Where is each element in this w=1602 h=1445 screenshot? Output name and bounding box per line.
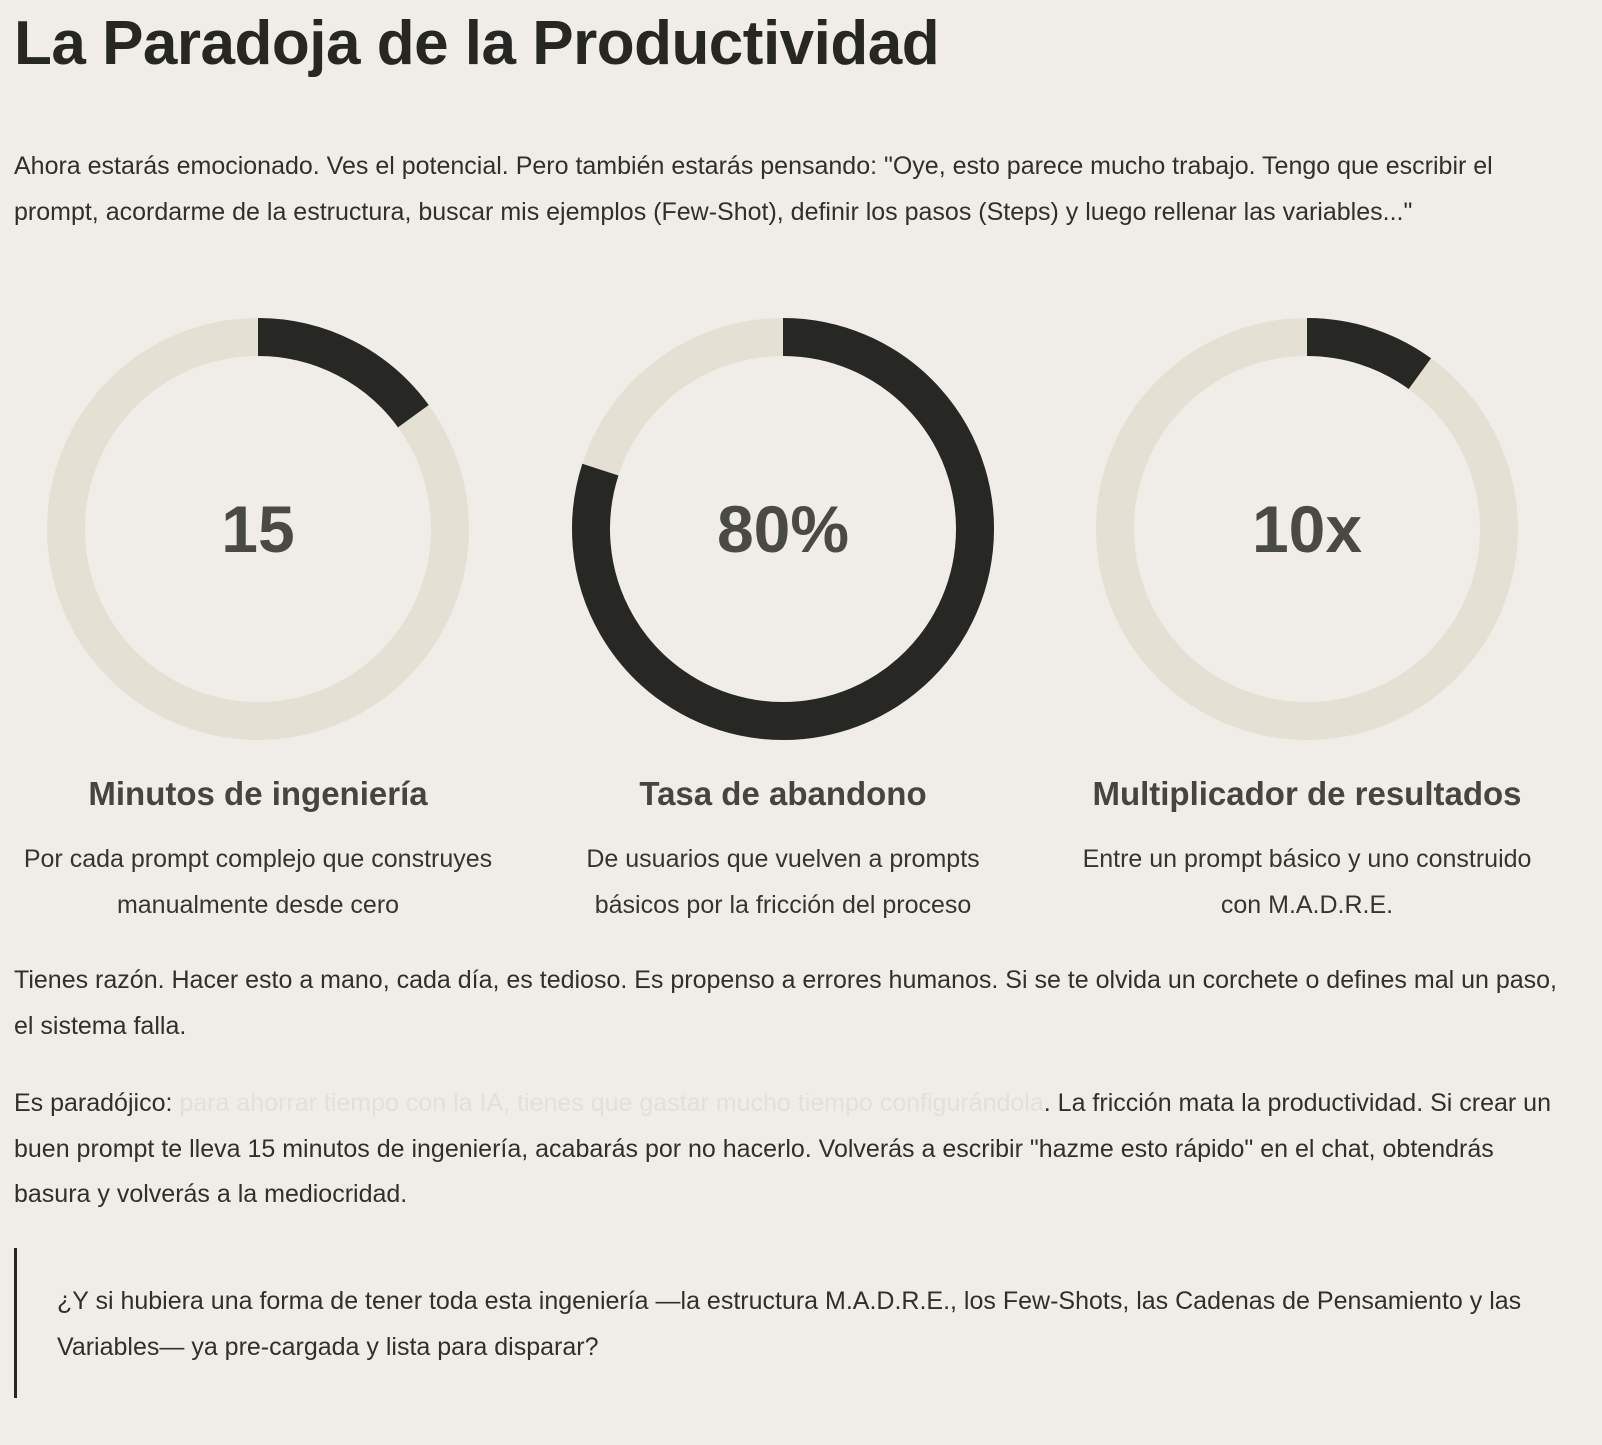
stat-desc: Por cada prompt complejo que construyes … [23,845,493,919]
stat-title: Tasa de abandono [639,775,927,812]
stat-desc: De usuarios que vuelven a prompts básico… [586,845,980,919]
stat-desc: Entre un prompt básico y uno construido … [1082,845,1532,919]
ring-arc [572,318,994,740]
stat-title: Multiplicador de resultados [1092,775,1522,812]
title: La Paradoja de la Productividad [14,9,940,78]
rings: 15 80% 10x [47,318,1518,740]
ring-arc [257,318,429,428]
paragraph: Es paradójico: para ahorrar tiempo con l… [14,1081,1574,1218]
paragraph: Tienes razón. Hacer esto a mano, cada dí… [14,966,1558,1040]
intro: Ahora estarás emocionado. Ves el potenci… [14,152,1493,226]
stat-value: 80% [717,492,849,566]
blockquote: ¿Y si hubiera una forma de tener toda es… [14,1248,1554,1398]
stat-title: Minutos de ingeniería [88,775,428,812]
text: Es paradójico: [14,1089,180,1117]
stat-value: 10x [1252,492,1362,566]
quote-text: ¿Y si hubiera una forma de tener toda es… [57,1287,1522,1361]
text: . La fricción mata la productividad. Si … [14,1089,1551,1208]
stat-value: 15 [221,492,294,566]
ring-arc [1306,318,1432,390]
highlight: para ahorrar tiempo con la IA, tienes qu… [179,1089,1044,1117]
